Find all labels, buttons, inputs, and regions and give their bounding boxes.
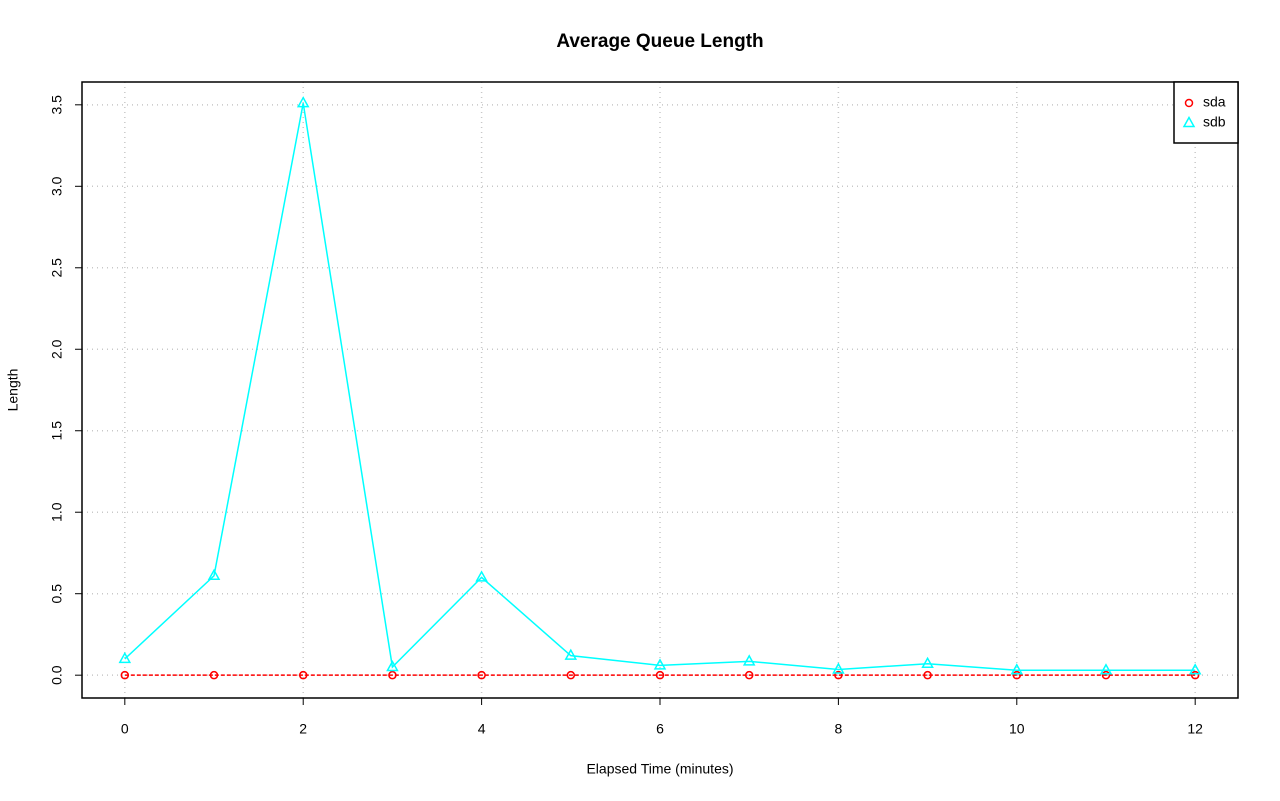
y-tick-label: 1.0 (49, 502, 65, 522)
data-point (475, 570, 488, 582)
y-axis-label: Length (5, 369, 21, 412)
y-tick-label: 3.0 (49, 176, 65, 196)
legend-marker (1182, 115, 1196, 128)
data-point (388, 670, 397, 680)
legend-marker (1184, 98, 1194, 108)
chart-title: Average Queue Length (556, 31, 763, 52)
data-point (118, 651, 132, 664)
data-point (1101, 670, 1111, 680)
x-tick-label: 0 (121, 721, 129, 737)
data-point (207, 568, 221, 581)
data-point (564, 648, 578, 660)
data-point (653, 658, 667, 670)
x-tick-label: 12 (1187, 721, 1203, 737)
data-point (1012, 670, 1022, 680)
y-tick-label: 3.5 (49, 95, 65, 115)
data-point (832, 662, 845, 674)
x-tick-label: 10 (1009, 721, 1025, 737)
x-tick-label: 4 (478, 721, 486, 737)
x-tick-label: 8 (834, 721, 842, 737)
data-point (209, 670, 219, 680)
data-point (742, 654, 756, 666)
y-tick-label: 1.5 (49, 421, 65, 441)
legend-box (1173, 81, 1239, 144)
data-point (477, 670, 486, 680)
x-tick-label: 6 (656, 721, 664, 737)
data-point (1190, 670, 1200, 680)
data-point (298, 670, 308, 680)
data-point (655, 670, 665, 680)
legend-label: sda (1203, 94, 1226, 110)
data-point (1099, 663, 1113, 675)
data-point (923, 670, 932, 680)
data-point (921, 656, 934, 669)
y-tick-label: 0.0 (49, 665, 65, 685)
data-point (834, 670, 843, 680)
y-tick-label: 2.5 (49, 258, 65, 278)
y-tick-label: 0.5 (49, 584, 65, 604)
legend-label: sdb (1203, 114, 1226, 130)
y-tick-label: 2.0 (49, 339, 65, 359)
data-point (566, 670, 576, 680)
plot-frame (81, 81, 1239, 699)
series-line (124, 103, 1196, 672)
data-point (744, 670, 754, 680)
data-point (1010, 663, 1024, 675)
x-axis-label: Elapsed Time (minutes) (586, 761, 733, 777)
data-point (386, 659, 399, 672)
data-point (296, 96, 310, 108)
data-point (1188, 663, 1202, 675)
data-point (120, 670, 130, 680)
x-tick-label: 2 (299, 721, 307, 737)
